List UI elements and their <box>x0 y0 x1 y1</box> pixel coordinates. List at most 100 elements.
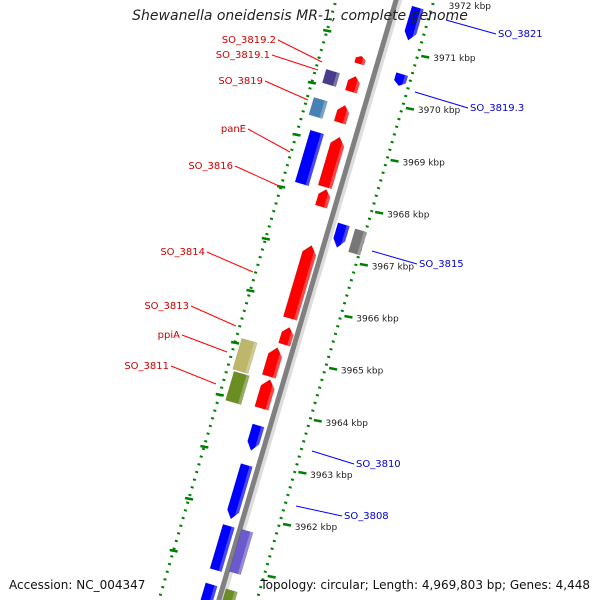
ring-major-tick <box>292 132 301 137</box>
gene-so3810-feature-shade <box>253 426 265 452</box>
gene-leader-line <box>277 39 323 63</box>
gene-leader-line <box>247 128 291 153</box>
gene-pane-b-feature <box>317 136 345 190</box>
gene-so3813-feature-shade <box>287 328 294 347</box>
ring-major-tick <box>374 210 384 215</box>
gene-so3811-a-feature <box>225 370 250 406</box>
gene-label-so_3819-2: SO_3819.2 <box>222 35 276 46</box>
ring-major-tick <box>261 236 271 241</box>
gene-so3819-1a-feature <box>321 68 341 88</box>
gene-leader-line <box>414 91 469 109</box>
gene-so3807-feature-shade <box>218 526 235 572</box>
gene-leader-line <box>271 54 319 71</box>
kbp-tick-label: 3972 kbp <box>449 2 492 12</box>
gene-so3805-feature-body <box>198 582 218 600</box>
gene-leader-line <box>206 251 254 273</box>
gene-labels: SO_3819.2 SO_3819.1 SO_3819 panE SO_3816 SO_3… <box>124 19 543 522</box>
gene-leader-line <box>311 450 355 465</box>
gene-pane-a-feature-body <box>294 129 325 187</box>
gene-label-ppia: ppiA <box>158 330 180 341</box>
gene-so3804-feature <box>219 588 238 600</box>
gene-so3821-feature-shade <box>411 8 424 42</box>
gene-so3819-1a-feature-body <box>321 68 341 88</box>
kbp-tick-label: 3970 kbp <box>418 106 461 116</box>
gene-leader-line <box>445 19 497 35</box>
ring-major-tick <box>267 574 276 579</box>
gene-pane-a-feature-shade <box>305 133 324 186</box>
kbp-ticks: 3962 kbp 3963 kbp 3964 kbp 3965 kbp 3966 kbp… <box>295 2 492 533</box>
gene-so3811-b-feature <box>254 379 275 411</box>
gene-so3810-feature <box>247 423 265 452</box>
gene-so3815a-feature-shade <box>339 225 350 249</box>
gene-label-pane: panE <box>221 124 246 135</box>
kbp-tick-label: 3966 kbp <box>356 315 399 325</box>
gene-label-so_3819-3: SO_3819.3 <box>470 103 524 114</box>
gene-so3815b-feature <box>348 228 368 256</box>
topology-text: Topology: circular; Length: 4,969,803 bp… <box>260 578 590 592</box>
gene-so3819-1b-feature-shade <box>353 77 360 94</box>
gene-so3819-2-feature-body <box>354 55 366 66</box>
gene-so3819-1b-feature <box>344 75 361 94</box>
ring-major-tick <box>328 366 338 371</box>
gene-so3819-3-feature-body <box>393 72 409 87</box>
gene-so3806-feature <box>228 528 254 576</box>
gene-so3816-feature <box>314 188 331 209</box>
ring-major-tick <box>323 28 332 33</box>
gene-label-so_3811: SO_3811 <box>124 361 169 372</box>
gene-ppia-a-feature-body <box>232 338 258 374</box>
gene-so3814-feature-body <box>282 245 317 321</box>
ring-major-tick <box>344 314 353 319</box>
gene-so3819-1a-feature-shade <box>332 72 340 87</box>
gene-so3815b-feature-shade <box>357 231 367 256</box>
gene-leader-line <box>234 165 280 187</box>
gene-so3819a-feature-body <box>308 97 328 119</box>
gene-so3807-feature <box>209 523 235 573</box>
gene-so3811-b-feature-shade <box>265 380 275 411</box>
gene-so3819-3-feature-shade <box>401 75 408 87</box>
gene-so3808-feature-shade <box>233 465 253 520</box>
gene-so3815a-feature <box>333 222 350 249</box>
gene-so3819b-feature-shade <box>342 106 349 125</box>
gene-label-so_3816: SO_3816 <box>188 161 233 172</box>
gene-label-so_3813: SO_3813 <box>144 301 189 312</box>
gene-so3819a-feature-shade <box>319 100 328 119</box>
gene-so3804-feature-body <box>219 588 238 600</box>
gene-so3814-feature <box>282 245 317 321</box>
backbone-line <box>216 0 399 600</box>
backbone-group <box>216 0 403 600</box>
accession-text: Accession: NC_004347 <box>9 578 146 592</box>
gene-leader-line <box>264 80 309 101</box>
gene-so3811-b-feature-body <box>254 379 275 411</box>
gene-so3805-feature-shade <box>207 585 218 600</box>
ring-major-tick <box>390 158 399 163</box>
gene-so3811-a-feature-body <box>225 370 250 406</box>
kbp-tick-label: 3964 kbp <box>326 419 369 429</box>
ring-major-tick <box>200 444 209 449</box>
gene-so3816-feature-shade <box>323 190 331 209</box>
gene-pane-b-feature-body <box>317 136 345 190</box>
gene-so3816-feature-body <box>314 188 331 209</box>
gene-so3819-2-feature-shade <box>361 56 366 66</box>
gene-so3804-feature-shade <box>228 591 238 600</box>
gene-so3805-feature <box>198 582 218 600</box>
kbp-tick-label: 3967 kbp <box>372 263 415 273</box>
gene-label-so_3808: SO_3808 <box>344 511 389 522</box>
ring-major-tick <box>184 496 194 501</box>
gene-ppia-a-feature-shade <box>245 342 258 374</box>
gene-leader-line <box>181 334 228 353</box>
gene-so3810-feature-body <box>247 423 265 451</box>
gene-label-so_3810: SO_3810 <box>356 459 401 470</box>
gene-so3806-feature-body <box>228 528 254 576</box>
gene-so3807-feature-body <box>209 523 235 573</box>
gene-leader-line <box>295 505 343 517</box>
gene-so3819-3-feature <box>393 72 409 87</box>
gene-so3815a-feature-body <box>333 222 350 248</box>
kbp-tick-label: 3963 kbp <box>310 471 353 481</box>
kbp-tick-label: 3965 kbp <box>341 367 384 377</box>
gene-so3819b-feature-body <box>333 104 350 125</box>
ring-major-tick <box>246 288 255 293</box>
gene-so3806-feature-shade <box>237 531 254 575</box>
gene-label-so_3819: SO_3819 <box>218 76 263 87</box>
gene-so3819b-feature <box>333 104 350 125</box>
